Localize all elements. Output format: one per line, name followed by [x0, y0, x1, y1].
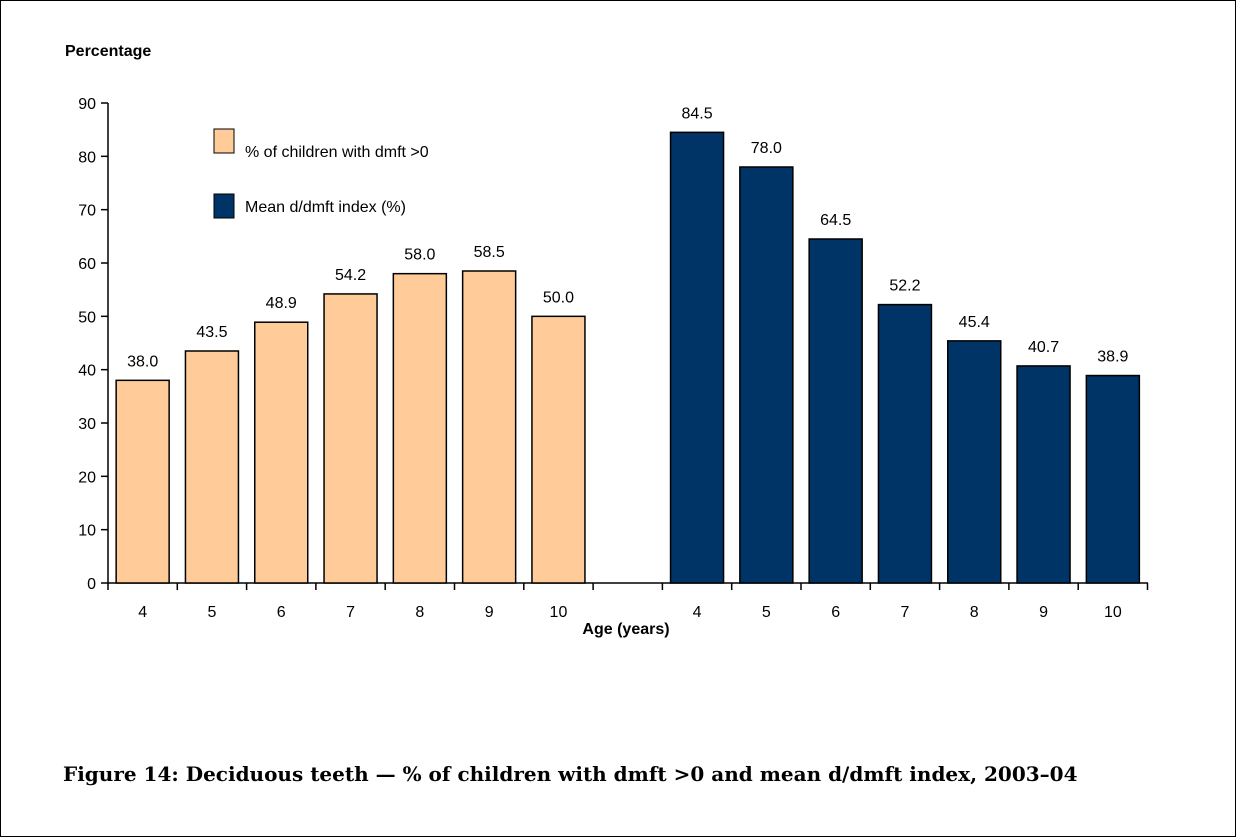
x-tick-label: 10: [550, 604, 568, 621]
data-label: 50.0: [543, 289, 574, 306]
plot-area: 0 10 20 30 40 50 60 70 80 90 38.0 4 43.5 5 48.9 6 54.2 7 5…: [78, 96, 1149, 621]
bar: [392, 272, 448, 584]
x-tick-label: 9: [1039, 604, 1048, 621]
bar: [1085, 374, 1141, 584]
figure-caption: Figure 14: Deciduous teeth — % of childr…: [63, 762, 1078, 786]
bar: [323, 293, 378, 584]
data-label: 38.0: [127, 353, 158, 370]
bar: [947, 340, 1002, 584]
bar: [115, 379, 170, 584]
bar: [1016, 365, 1071, 584]
x-tick-label: 5: [207, 604, 216, 621]
data-label: 58.0: [404, 247, 435, 264]
x-tick-label: 8: [415, 604, 424, 621]
y-tick-label: 60: [78, 256, 96, 273]
y-tick-label: 20: [78, 469, 96, 486]
y-tick-label: 80: [78, 149, 96, 166]
legend-label-d-dmft: Mean d/dmft index (%): [245, 199, 406, 216]
data-label: 40.7: [1028, 339, 1059, 356]
bar: [531, 315, 586, 584]
x-tick-label: 10: [1104, 604, 1122, 621]
legend: % of children with dmft >0 Mean d/dmft i…: [213, 128, 429, 219]
legend-swatch-d-dmft: [213, 193, 235, 219]
data-label: 52.2: [889, 278, 920, 295]
bar: [461, 270, 517, 584]
bar: [808, 238, 863, 584]
bar: [184, 350, 240, 584]
data-label: 64.5: [820, 212, 851, 229]
data-label: 38.9: [1097, 349, 1128, 366]
data-label: 43.5: [196, 324, 227, 341]
data-label: 48.9: [266, 295, 297, 312]
x-axis-title: Age (years): [582, 621, 669, 638]
data-label: 54.2: [335, 267, 366, 284]
data-label: 45.4: [959, 314, 990, 331]
data-label: 84.5: [681, 105, 712, 122]
y-tick-label: 90: [78, 96, 96, 113]
bar: [739, 166, 794, 584]
y-tick-label: 0: [87, 576, 96, 593]
legend-label-dmft: % of children with dmft >0: [245, 144, 429, 161]
x-tick-label: 6: [831, 604, 840, 621]
x-tick-label: 6: [277, 604, 286, 621]
x-tick-label: 5: [762, 604, 771, 621]
x-tick-label: 4: [138, 604, 147, 621]
x-tick-label: 4: [693, 604, 702, 621]
x-tick-label: 7: [900, 604, 909, 621]
x-tick-label: 8: [970, 604, 979, 621]
y-tick-label: 30: [78, 416, 96, 433]
bar: [669, 131, 725, 584]
y-tick-label: 70: [78, 203, 96, 220]
x-tick-label: 7: [346, 604, 355, 621]
data-label: 58.5: [474, 244, 505, 261]
legend-swatch-dmft: [213, 128, 235, 154]
y-tick-label: 50: [78, 309, 96, 326]
y-axis-title: Percentage: [65, 43, 151, 60]
y-tick-label: 40: [78, 363, 96, 380]
y-tick-label: 10: [78, 523, 96, 540]
bar: [877, 303, 933, 584]
x-tick-label: 9: [485, 604, 494, 621]
bar: [254, 321, 309, 584]
data-label: 78.0: [751, 140, 782, 157]
